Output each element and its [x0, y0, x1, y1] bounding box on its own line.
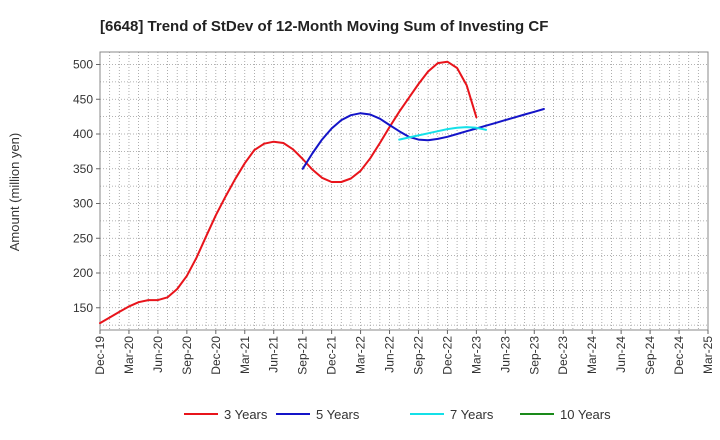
x-tick-label: Jun-23 — [498, 336, 512, 373]
y-tick-label: 200 — [73, 266, 93, 280]
x-tick-label: Dec-23 — [556, 336, 570, 375]
y-axis-ticks: 150 200 250 300 350 400 450 500 — [73, 58, 100, 315]
x-tick-label: Mar-25 — [701, 336, 715, 374]
series-line-5-years — [301, 108, 545, 170]
legend-label-10-years: 10 Years — [560, 407, 611, 422]
grid — [100, 52, 708, 330]
y-tick-label: 500 — [73, 58, 93, 72]
x-tick-label: Mar-21 — [238, 336, 252, 374]
legend-label-5-years: 5 Years — [316, 407, 360, 422]
x-tick-label: Dec-19 — [93, 336, 107, 375]
x-tick-label: Jun-21 — [267, 336, 281, 373]
series-line-7-years — [398, 126, 487, 141]
x-tick-label: Mar-22 — [354, 336, 368, 374]
chart-title: [6648] Trend of StDev of 12-Month Moving… — [100, 18, 548, 35]
x-tick-label: Sep-21 — [296, 336, 310, 375]
legend-label-7-years: 7 Years — [450, 407, 494, 422]
x-tick-label: Sep-22 — [411, 336, 425, 375]
x-tick-label: Jun-22 — [383, 336, 397, 373]
series-line-3-years — [99, 60, 478, 325]
plot-frame — [99, 51, 709, 331]
series-lines — [99, 60, 545, 325]
y-tick-label: 300 — [73, 197, 93, 211]
x-tick-label: Dec-22 — [440, 336, 454, 375]
x-tick-label: Jun-24 — [614, 336, 628, 373]
y-tick-label: 400 — [73, 127, 93, 141]
y-tick-label: 150 — [73, 301, 93, 315]
y-tick-label: 250 — [73, 231, 93, 245]
x-tick-label: Dec-24 — [672, 336, 686, 375]
x-tick-label: Sep-24 — [643, 336, 657, 375]
legend: 3 Years 5 Years 7 Years 10 Years — [184, 407, 611, 422]
x-tick-label: Dec-20 — [209, 336, 223, 375]
y-tick-label: 450 — [73, 92, 93, 106]
x-tick-label: Mar-23 — [469, 336, 483, 374]
x-tick-label: Mar-24 — [585, 336, 599, 374]
legend-label-3-years: 3 Years — [224, 407, 268, 422]
x-axis-ticks: Dec-19 Mar-20 Jun-20 Sep-20 Dec-20 Mar-21 Jun-… — [93, 330, 715, 375]
x-tick-label: Dec-21 — [325, 336, 339, 375]
x-tick-label: Jun-20 — [151, 336, 165, 373]
x-tick-label: Mar-20 — [122, 336, 136, 374]
x-tick-label: Sep-20 — [180, 336, 194, 375]
x-tick-label: Sep-23 — [527, 336, 541, 375]
y-tick-label: 350 — [73, 162, 93, 176]
y-axis-label: Amount (million yen) — [7, 133, 22, 252]
